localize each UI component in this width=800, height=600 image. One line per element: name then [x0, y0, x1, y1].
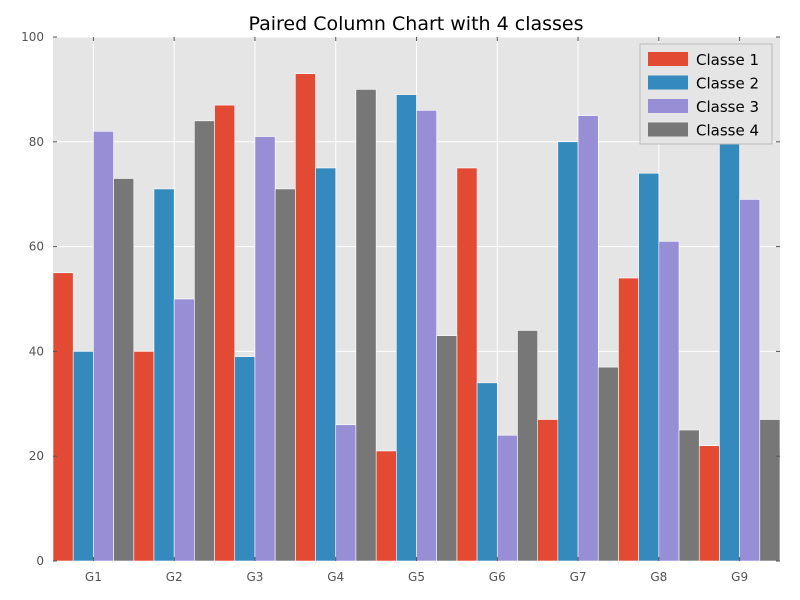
- legend-swatch-series-4: [648, 122, 688, 137]
- bar-g3-series-2: [234, 356, 256, 562]
- bar-g7-series-2: [557, 141, 579, 562]
- legend: Classe 1 Classe 2 Classe 3 Classe 4: [639, 43, 773, 145]
- bar-g5-series-3: [416, 110, 437, 562]
- legend-swatch-series-2: [648, 75, 688, 90]
- bar-g1-series-1: [52, 272, 74, 562]
- bar-g5-series-4: [436, 335, 458, 562]
- x-tick-label-g7: G7: [570, 570, 587, 584]
- legend-label-series-4: Classe 4: [696, 122, 759, 140]
- x-tick-label-g8: G8: [650, 570, 667, 584]
- bar-g1-series-3: [93, 131, 114, 562]
- bar-g2-series-3: [173, 298, 195, 562]
- bar-g4-series-4: [355, 89, 377, 562]
- y-tick-label: 60: [29, 240, 44, 254]
- bar-g2-series-4: [194, 120, 215, 562]
- bar-g6-series-1: [456, 167, 478, 562]
- bar-g1-series-4: [113, 178, 135, 562]
- bar-g7-series-1: [537, 419, 559, 562]
- bar-g9-series-4: [759, 419, 781, 562]
- bar-g8-series-2: [638, 172, 660, 562]
- bar-g9-series-3: [739, 199, 761, 562]
- bars: [52, 73, 781, 562]
- y-tick-label: 20: [29, 449, 44, 463]
- x-tick-label-g6: G6: [489, 570, 506, 584]
- x-tick-label-g3: G3: [246, 570, 263, 584]
- chart-title: Paired Column Chart with 4 classes: [249, 13, 584, 35]
- axes: 0 20 40 60 80 100 G1 G2 G3 G4 G5 G6 G7 G8 G9: [21, 30, 780, 584]
- y-tick-label: 100: [21, 30, 44, 44]
- bar-g7-series-4: [597, 366, 619, 562]
- bar-g5-series-2: [396, 94, 417, 562]
- bar-g2-series-2: [153, 188, 175, 562]
- legend-swatch-series-1: [648, 52, 688, 66]
- bar-g7-series-3: [577, 115, 599, 562]
- legend-label-series-2: Classe 2: [696, 75, 759, 93]
- y-tick-label: 0: [36, 554, 44, 568]
- bar-g4-series-2: [315, 167, 337, 562]
- bar-g3-series-4: [274, 188, 296, 562]
- bar-g4-series-1: [295, 73, 316, 562]
- y-tick-label: 80: [29, 135, 44, 149]
- bar-g9-series-2: [719, 141, 740, 562]
- bar-g6-series-2: [476, 382, 498, 562]
- bar-g4-series-3: [335, 424, 357, 562]
- legend-label-series-1: Classe 1: [696, 51, 759, 69]
- bar-g2-series-1: [133, 351, 155, 562]
- legend-label-series-3: Classe 3: [696, 98, 759, 116]
- bar-g8-series-4: [678, 429, 700, 562]
- y-tick-label: 40: [29, 344, 44, 358]
- x-tick-label-g1: G1: [85, 570, 102, 584]
- x-tick-label-g4: G4: [327, 570, 344, 584]
- legend-swatch-series-3: [648, 99, 688, 113]
- bar-g8-series-3: [658, 241, 680, 562]
- bar-g5-series-1: [375, 450, 397, 562]
- bar-g3-series-3: [254, 136, 276, 562]
- bar-g6-series-4: [517, 330, 538, 562]
- bar-g9-series-1: [698, 445, 720, 562]
- bar-g6-series-3: [496, 434, 518, 562]
- x-tick-label-g5: G5: [408, 570, 425, 584]
- bar-g8-series-1: [618, 277, 639, 562]
- x-tick-label-g2: G2: [166, 570, 183, 584]
- bar-g3-series-1: [214, 104, 236, 562]
- bar-g1-series-2: [72, 351, 94, 562]
- x-tick-label-g9: G9: [731, 570, 748, 584]
